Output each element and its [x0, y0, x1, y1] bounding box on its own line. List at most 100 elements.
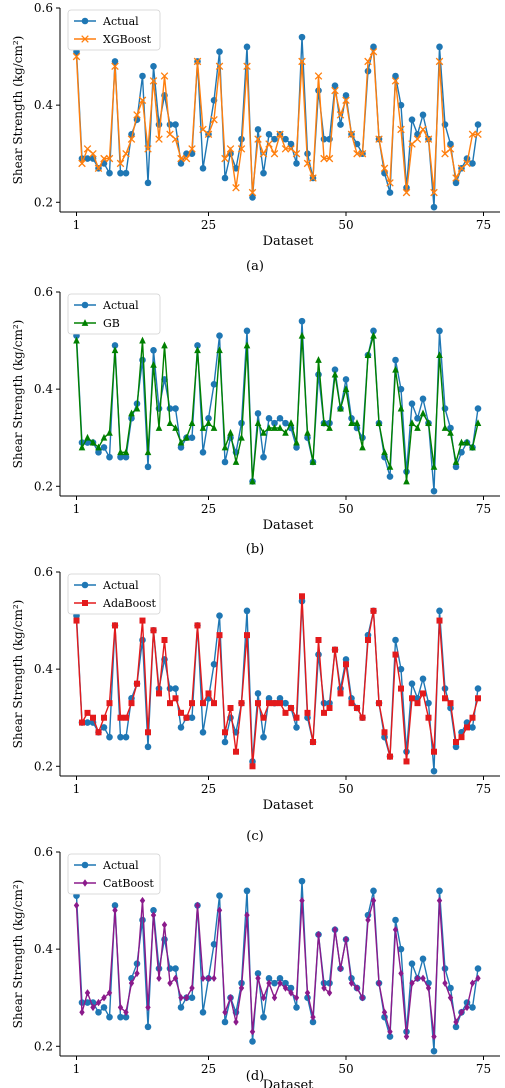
data-point: [430, 188, 438, 197]
data-point: [172, 424, 179, 431]
data-point: [112, 906, 118, 914]
data-point: [409, 695, 415, 702]
data-point: [458, 438, 465, 446]
legend: Actual GB: [67, 293, 161, 335]
data-point: [244, 632, 250, 639]
data-point: [358, 149, 367, 158]
data-point: [194, 342, 201, 349]
data-point: [134, 969, 140, 978]
data-point: [370, 327, 377, 335]
data-point: [370, 607, 377, 614]
data-point: [145, 1003, 151, 1012]
legend-box: [67, 573, 161, 615]
data-point: [447, 428, 454, 436]
data-point: [288, 705, 294, 711]
data-point: [255, 974, 261, 982]
data-point: [436, 43, 443, 51]
data-point: [397, 385, 405, 393]
data-point: [166, 419, 174, 427]
x-tick-label: 25: [201, 218, 216, 232]
data-point: [442, 695, 448, 702]
data-point: [254, 135, 262, 143]
data-point: [463, 438, 471, 446]
x-axis-label: Dataset: [263, 1078, 315, 1088]
data-point: [89, 149, 97, 158]
data-point: [79, 1008, 85, 1016]
series-gb: [73, 331, 482, 485]
data-point: [122, 733, 130, 741]
data-point: [271, 700, 278, 707]
data-point: [265, 974, 273, 982]
data-point: [161, 921, 168, 929]
series-line: [75, 900, 479, 1037]
data-point: [320, 154, 328, 163]
y-tick-label: 0.4: [34, 382, 53, 396]
data-point: [172, 121, 179, 128]
data-point: [112, 622, 118, 629]
data-point: [95, 448, 102, 456]
data-point: [381, 448, 388, 456]
data-point: [199, 448, 207, 456]
data-point: [310, 1013, 316, 1021]
data-point: [216, 332, 223, 340]
y-tick-label: 0.2: [34, 1039, 53, 1053]
data-point: [79, 719, 85, 726]
data-point: [299, 593, 305, 600]
data-point: [304, 989, 311, 997]
x-tick-label: 75: [476, 1062, 491, 1076]
data-point: [221, 458, 229, 466]
data-point: [260, 428, 267, 436]
data-point: [177, 160, 185, 167]
data-point: [475, 974, 481, 982]
data-point: [475, 695, 481, 702]
data-point: [216, 48, 223, 56]
data-point: [386, 189, 394, 196]
data-point: [436, 607, 443, 615]
data-point: [106, 733, 113, 741]
x-tick-label: 1: [73, 1062, 81, 1076]
data-point: [403, 477, 410, 485]
data-point: [292, 149, 301, 158]
data-point: [402, 188, 411, 197]
data-point: [430, 1047, 438, 1055]
data-point: [365, 916, 371, 924]
data-point: [414, 974, 421, 982]
data-point: [452, 463, 460, 471]
data-point: [408, 400, 416, 408]
data-point: [205, 974, 212, 982]
data-point: [177, 154, 185, 163]
y-tick-label: 0.2: [34, 195, 53, 209]
data-point: [282, 979, 289, 987]
data-point: [106, 169, 113, 177]
data-point: [436, 327, 443, 335]
data-point: [265, 694, 273, 702]
data-point: [123, 714, 129, 721]
data-point: [408, 680, 416, 688]
data-point: [431, 1032, 437, 1041]
data-point: [199, 164, 207, 172]
data-point: [149, 77, 158, 85]
data-point: [260, 733, 267, 741]
data-point: [182, 154, 191, 163]
data-point: [326, 424, 333, 431]
series-adaboost: [73, 593, 481, 770]
data-point: [413, 135, 422, 143]
legend-label: Actual: [102, 859, 139, 872]
data-point: [222, 1008, 228, 1016]
data-point: [117, 169, 124, 177]
data-point: [419, 125, 427, 134]
data-point: [320, 419, 328, 427]
data-point: [233, 1018, 239, 1026]
data-point: [276, 130, 284, 139]
data-point: [359, 994, 366, 1002]
legend-marker: [81, 17, 89, 25]
data-point: [348, 979, 355, 987]
data-point: [167, 700, 173, 707]
data-point: [117, 1013, 124, 1021]
data-point: [293, 444, 300, 451]
chart-panel-2: 0.2 0.4 0.6 1 25 50 75 Dataset Shear Strength (k…: [11, 285, 500, 557]
data-point: [474, 419, 482, 427]
data-point: [277, 700, 283, 707]
y-axis-label: Shear Strength (kg/cm²): [11, 880, 25, 1029]
data-point: [205, 419, 212, 427]
